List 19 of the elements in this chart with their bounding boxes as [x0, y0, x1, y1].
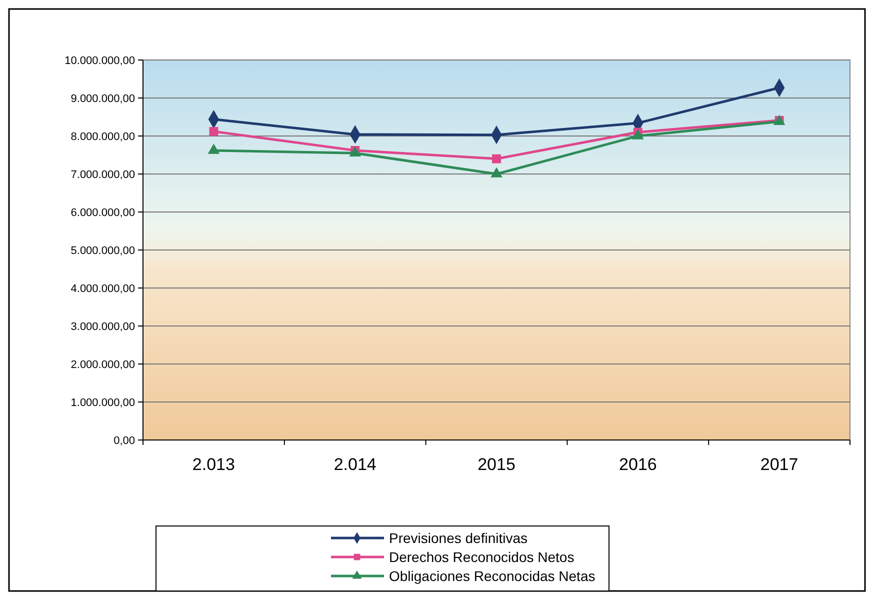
y-tick-label: 3.000.000,00 [70, 320, 135, 333]
y-tick-label: 8.000.000,00 [70, 130, 135, 143]
y-tick-label: 4.000.000,00 [70, 282, 135, 295]
legend-label: Previsiones definitivas [389, 530, 528, 546]
y-tick-label: 10.000.000,00 [64, 54, 135, 67]
y-tick-label: 7.000.000,00 [70, 168, 135, 181]
x-tick-label: 2015 [478, 455, 516, 474]
y-tick-label: 5.000.000,00 [70, 244, 135, 257]
y-tick-label: 6.000.000,00 [70, 206, 135, 219]
y-tick-label: 1.000.000,00 [70, 396, 135, 409]
y-tick-label: 0,00 [114, 434, 135, 447]
y-tick-label: 2.000.000,00 [70, 358, 135, 371]
x-tick-label: 2016 [618, 455, 657, 474]
x-tick-label: 2017 [760, 455, 798, 474]
y-tick-label: 9.000.000,00 [70, 92, 135, 105]
x-tick-label: 2.014 [334, 455, 376, 474]
x-tick-label: 2.013 [192, 455, 235, 474]
legend-label: Obligaciones Reconocidas Netas [389, 568, 596, 584]
legend-label: Derechos Reconocidos Netos [389, 548, 574, 565]
